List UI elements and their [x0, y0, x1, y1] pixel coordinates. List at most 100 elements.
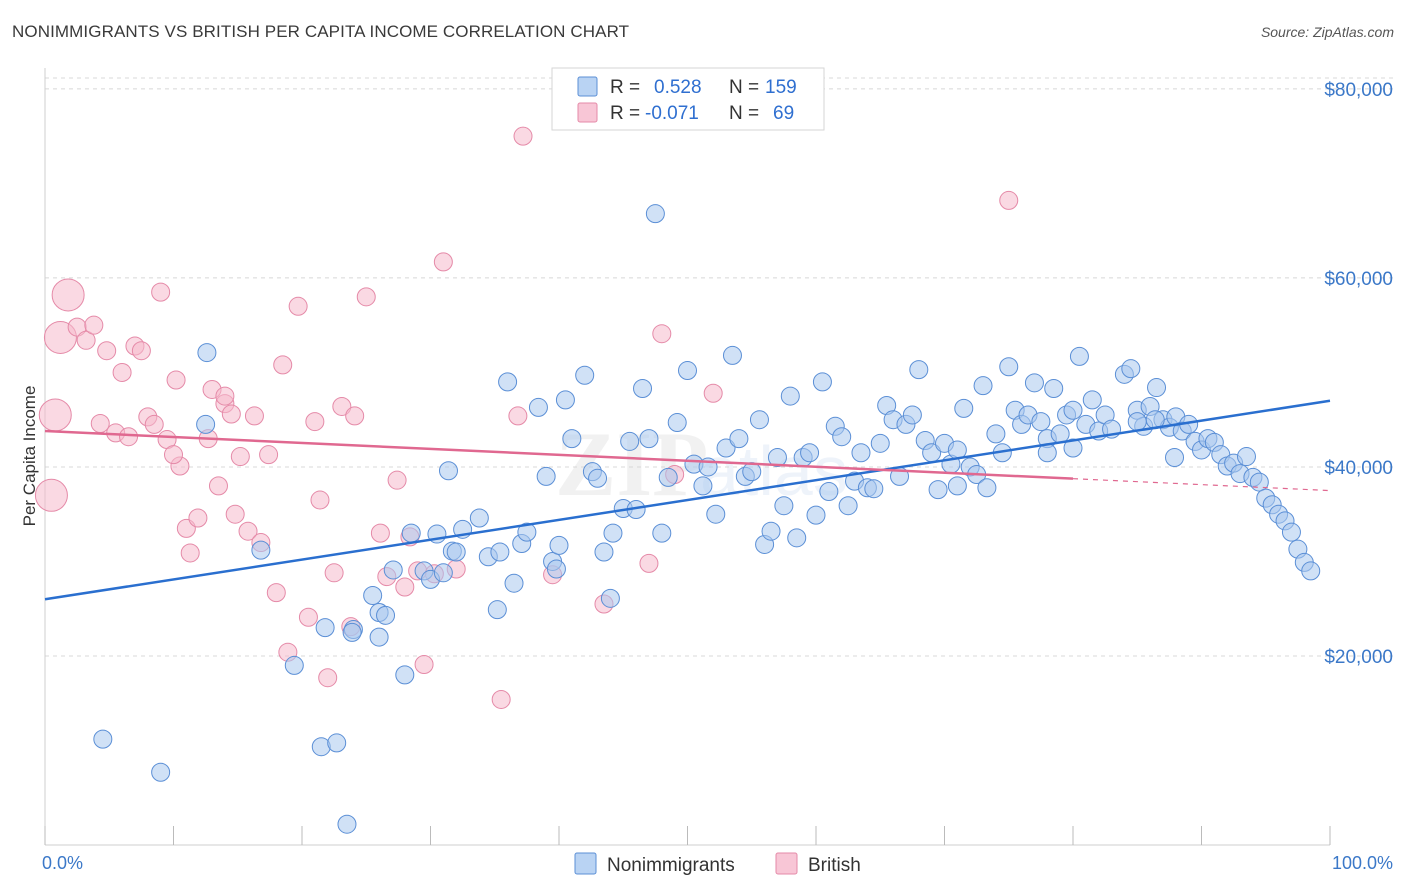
nonimmigrants-point: [729, 429, 749, 449]
nonimmigrants-point: [369, 627, 389, 647]
nonimmigrants-point: [395, 665, 415, 685]
british-point: [345, 406, 365, 426]
legend-swatch-blue: [577, 76, 598, 97]
british-point: [38, 398, 72, 432]
nonimmigrants-point: [490, 542, 510, 562]
nonimmigrants-point: [594, 542, 614, 562]
nonimmigrants-point: [761, 521, 781, 541]
legend-r-label-blue: R =: [610, 77, 640, 98]
nonimmigrants-point: [504, 573, 524, 593]
bottom-legend-swatch-blue: [574, 852, 597, 875]
source-note: Source: ZipAtlas.com: [1260, 24, 1394, 40]
nonimmigrants-point: [999, 357, 1019, 377]
nonimmigrants-point: [645, 204, 665, 224]
british-point: [395, 577, 415, 597]
nonimmigrants-point: [562, 429, 582, 449]
y-tick-label: $40,000: [1324, 458, 1393, 479]
british-point: [370, 523, 390, 543]
nonimmigrants-point: [1121, 359, 1141, 379]
nonimmigrants-point: [1031, 412, 1051, 432]
british-point: [34, 478, 68, 512]
nonimmigrants-point: [498, 372, 518, 392]
nonimmigrants-point: [549, 535, 569, 555]
nonimmigrants-point: [1063, 438, 1083, 458]
british-point: [51, 278, 85, 312]
nonimmigrants-point: [251, 540, 271, 560]
british-point: [76, 330, 96, 350]
british-point: [90, 413, 110, 433]
nonimmigrants-point: [433, 563, 453, 583]
british-point: [188, 508, 208, 528]
nonimmigrants-point: [588, 468, 608, 488]
british-point: [652, 324, 672, 344]
nonimmigrants-point: [363, 585, 383, 605]
legend-r-label-pink: R =: [610, 103, 640, 124]
nonimmigrants-point: [838, 496, 858, 516]
nonimmigrants-point: [1044, 379, 1064, 399]
nonimmigrants-point: [1281, 522, 1301, 542]
nonimmigrants-point: [1082, 390, 1102, 410]
british-point: [238, 521, 258, 541]
y-tick-label: $80,000: [1324, 80, 1393, 101]
british-point: [164, 445, 183, 465]
british-point: [151, 282, 171, 302]
x-tick-label-max: 100.0%: [1332, 853, 1393, 873]
nonimmigrants-point: [401, 523, 421, 543]
nonimmigrants-point: [742, 462, 762, 482]
british-point: [266, 583, 286, 603]
nonimmigrants-point: [315, 618, 335, 638]
legend-r-value-blue: 0.528: [654, 77, 702, 98]
british-point: [310, 490, 330, 510]
nonimmigrants-point: [928, 480, 948, 500]
british-point: [215, 386, 235, 406]
british-point: [318, 668, 338, 688]
nonimmigrants-point: [749, 410, 769, 430]
british-point: [119, 427, 139, 447]
y-tick-label: $60,000: [1324, 269, 1393, 290]
nonimmigrants-point: [774, 496, 794, 516]
nonimmigrants-point: [864, 479, 884, 499]
nonimmigrants-point: [986, 424, 1006, 444]
nonimmigrants-point: [639, 429, 659, 449]
nonimmigrants-point: [536, 466, 556, 486]
nonimmigrants-point: [832, 427, 852, 447]
nonimmigrants-point: [555, 390, 575, 410]
nonimmigrants-point: [902, 405, 922, 425]
nonimmigrants-point: [693, 476, 713, 496]
british-point: [332, 396, 352, 416]
nonimmigrants-point: [722, 345, 742, 365]
bottom-legend-label-british: British: [808, 855, 861, 876]
nonimmigrants-point: [767, 448, 787, 467]
nonimmigrants-point: [337, 814, 357, 834]
nonimmigrants-point: [1236, 447, 1256, 467]
british-point: [180, 543, 200, 563]
british-point: [230, 447, 250, 467]
nonimmigrants-point: [977, 478, 997, 498]
nonimmigrants-point: [800, 443, 820, 463]
x-tick-label-min: 0.0%: [42, 853, 83, 873]
british-point: [356, 287, 376, 307]
nonimmigrants-point: [284, 655, 304, 675]
british-point: [298, 607, 318, 627]
nonimmigrants-point: [1147, 378, 1167, 398]
nonimmigrants-point: [1127, 412, 1147, 432]
nonimmigrants-point: [1063, 400, 1083, 420]
british-point: [508, 406, 528, 426]
nonimmigrants-point: [806, 505, 826, 525]
nonimmigrants-point: [633, 379, 653, 399]
nonimmigrants-point: [528, 397, 548, 417]
british-point: [999, 190, 1019, 210]
nonimmigrants-point: [342, 622, 362, 642]
nonimmigrants-point: [197, 343, 217, 363]
british-point: [244, 406, 264, 426]
legend-r-value-pink: -0.071: [645, 103, 699, 124]
british-point: [305, 412, 325, 432]
british-trend-line-extension: [1072, 478, 1331, 492]
nonimmigrants-point: [487, 600, 507, 620]
legend-n-value-blue: 159: [765, 77, 797, 98]
british-point: [84, 315, 104, 335]
chart-title: NONIMMIGRANTS VS BRITISH PER CAPITA INCO…: [12, 22, 630, 41]
nonimmigrants-point: [1069, 346, 1089, 366]
nonimmigrants-point: [1024, 373, 1044, 393]
